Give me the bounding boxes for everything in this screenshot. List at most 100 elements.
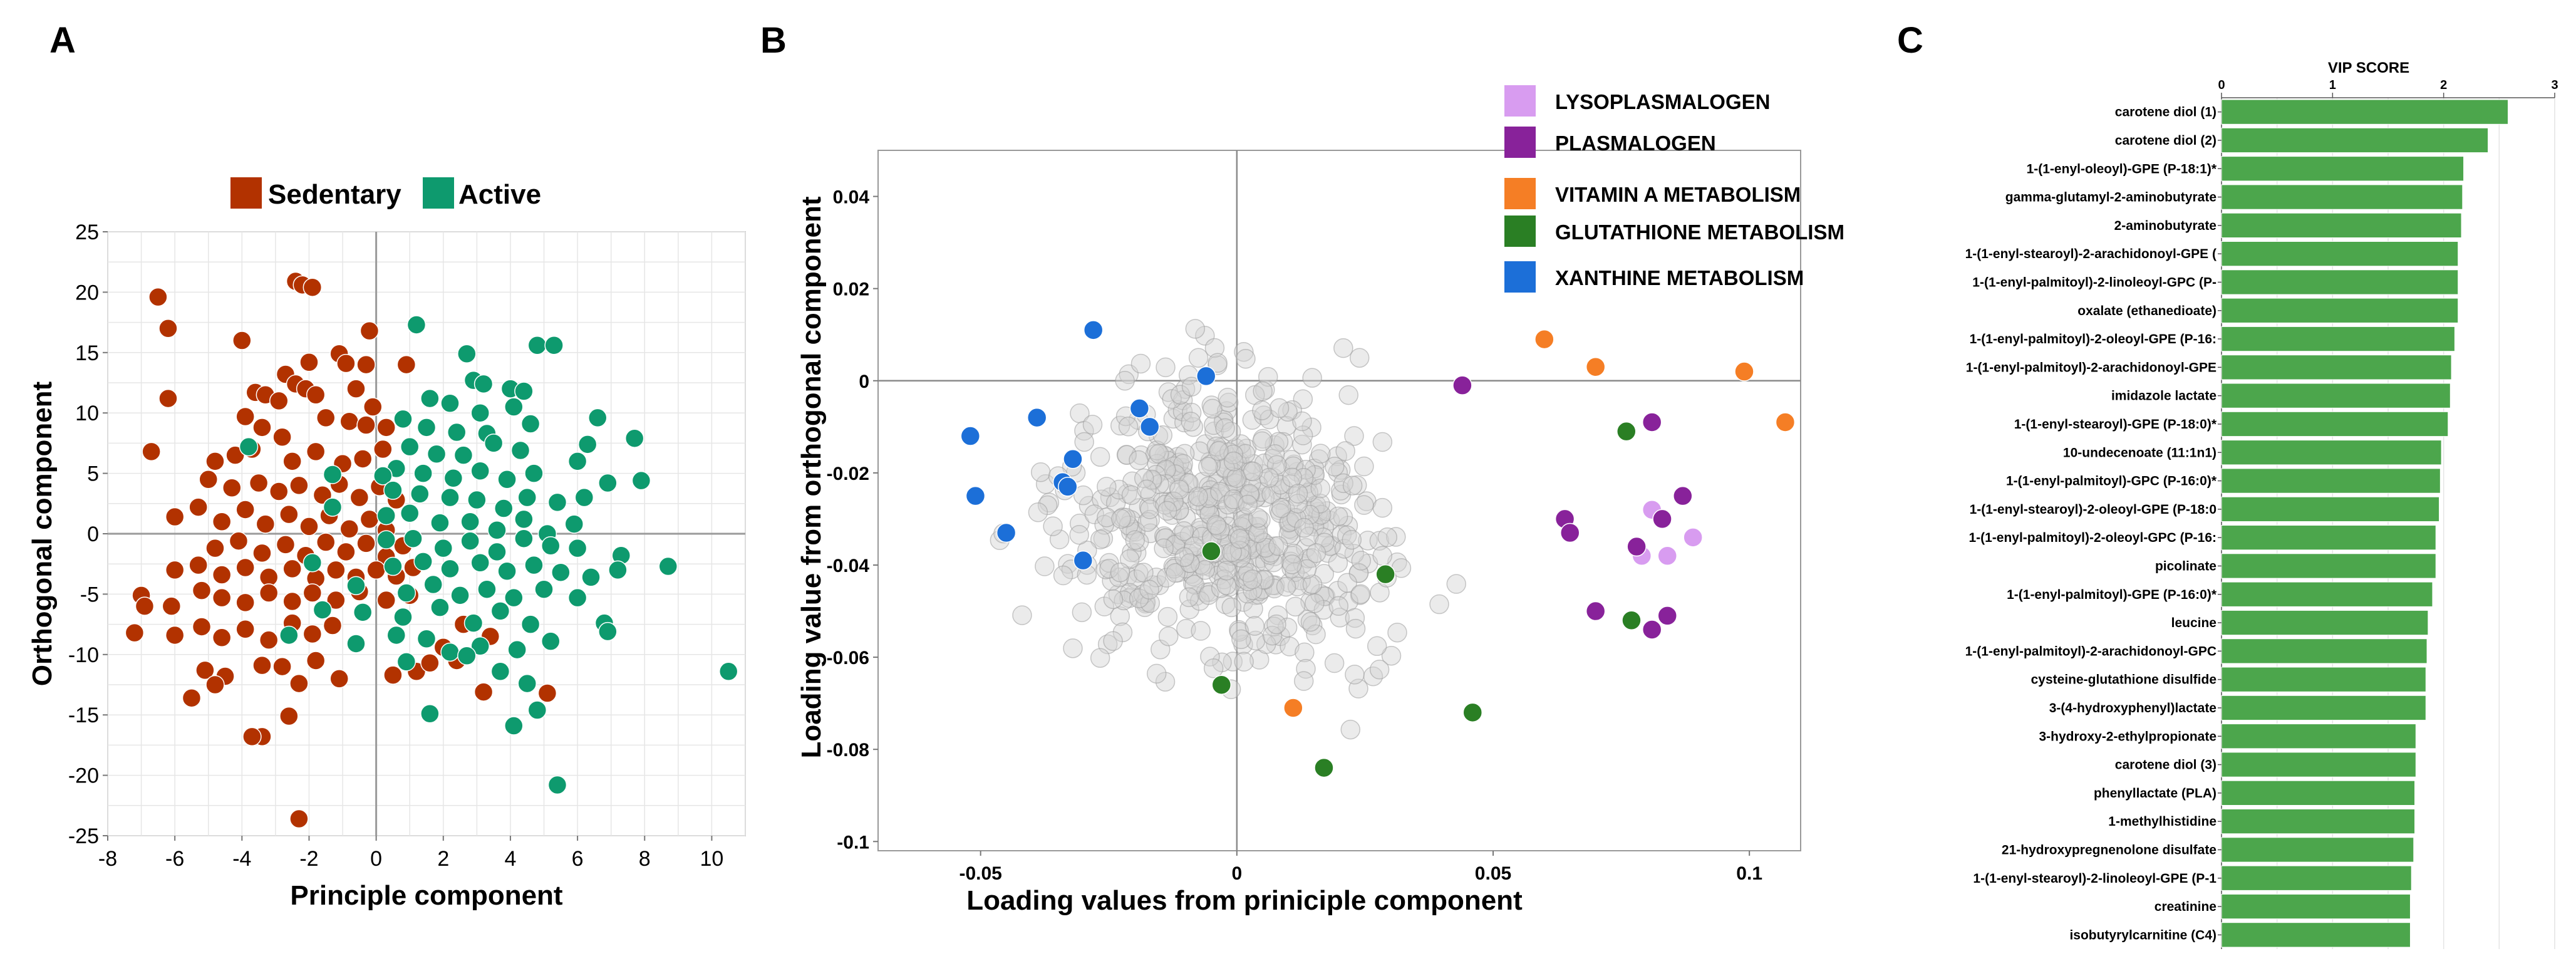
point-background <box>1350 584 1371 605</box>
point-xanthine <box>960 426 981 446</box>
point-plasmalogen <box>1657 606 1677 626</box>
point-background <box>1372 546 1392 566</box>
panel-c-ticks: 0 1 2 3 <box>2218 78 2558 98</box>
point-sedentary <box>235 500 255 519</box>
point-background <box>1276 576 1296 597</box>
point-background <box>1251 510 1271 530</box>
point-background <box>1139 579 1159 600</box>
point-background <box>1296 559 1317 579</box>
point-background <box>1293 671 1314 691</box>
point-sedentary <box>212 512 232 531</box>
point-background <box>1305 465 1325 485</box>
point-active <box>383 556 403 576</box>
point-xanthine <box>965 486 986 506</box>
point-sedentary <box>269 391 289 411</box>
point-active <box>658 556 678 576</box>
panel-c-title: VIP SCORE <box>2328 60 2409 76</box>
point-background <box>1097 477 1117 497</box>
point-background <box>1252 400 1272 420</box>
point-sedentary <box>212 565 232 584</box>
point-background <box>1129 450 1149 470</box>
legend-label-lysoplasmalogen: LYSOPLASMALOGEN <box>1555 90 1771 113</box>
panel-label-c: C <box>1897 20 1923 61</box>
point-background <box>1345 665 1365 685</box>
vip-category-label: 1-(1-enyl-palmitoyl)-GPE (P-16:0)* <box>2007 588 2217 602</box>
x-tick-label: 0 <box>1231 863 1242 884</box>
vip-category-label: carotene diol (2) <box>2115 133 2216 148</box>
point-active <box>413 552 433 571</box>
point-background <box>1149 575 1169 595</box>
point-background <box>1305 593 1325 613</box>
point-active <box>383 480 403 500</box>
point-active <box>514 509 534 529</box>
point-background <box>1287 576 1308 596</box>
point-background <box>1204 415 1224 435</box>
point-sedentary <box>259 630 279 650</box>
point-sedentary <box>289 673 309 693</box>
point-background <box>1198 488 1219 508</box>
x-tick-label: 2 <box>2440 78 2447 92</box>
point-vitamin_a <box>1775 412 1796 432</box>
point-sedentary <box>259 583 279 603</box>
point-background <box>1121 485 1142 506</box>
point-background <box>1179 525 1200 545</box>
point-background <box>1103 589 1124 610</box>
point-sedentary <box>326 560 346 580</box>
point-glutathione <box>1616 421 1637 442</box>
y-tick-label: 0.04 <box>833 187 870 208</box>
point-sedentary <box>249 473 269 493</box>
point-background <box>1170 385 1191 405</box>
point-background <box>1216 575 1236 595</box>
point-sedentary <box>252 655 272 675</box>
point-active <box>517 673 537 693</box>
y-tick-label: -20 <box>68 764 99 788</box>
point-active <box>564 514 584 534</box>
point-background <box>1387 622 1407 643</box>
point-sedentary <box>306 442 326 462</box>
legend-swatch-xanthine <box>1504 261 1536 293</box>
legend-swatch-glutathione <box>1504 216 1536 247</box>
vip-category-label: 1-methylhistidine <box>2108 814 2216 829</box>
panel-b-highlight-points <box>960 320 1796 778</box>
point-active <box>403 529 423 548</box>
y-tick-label: -15 <box>68 704 99 727</box>
point-sedentary <box>356 355 376 375</box>
point-active <box>386 625 406 645</box>
point-active <box>504 397 524 417</box>
point-sedentary <box>235 558 255 578</box>
vip-category-label: 2-aminobutyrate <box>2114 219 2216 233</box>
point-sedentary <box>189 497 208 517</box>
point-active <box>396 583 416 603</box>
point-active <box>581 568 601 587</box>
point-background <box>1266 614 1286 635</box>
point-background <box>1063 638 1083 658</box>
point-plasmalogen <box>1627 536 1647 557</box>
point-active <box>440 393 460 413</box>
vip-bar <box>2221 468 2441 494</box>
point-background <box>1328 462 1348 482</box>
point-active <box>376 530 396 549</box>
x-tick-label: -6 <box>165 847 184 871</box>
vip-bar <box>2221 156 2465 182</box>
x-tick-label: 2 <box>437 847 449 871</box>
point-background <box>1154 538 1174 559</box>
point-background <box>1301 417 1322 438</box>
point-background <box>1386 527 1406 547</box>
point-sedentary <box>158 388 178 408</box>
point-background <box>1215 418 1235 439</box>
point-background <box>1280 636 1300 657</box>
vip-category-label: carotene diol (1) <box>2115 105 2216 120</box>
point-background <box>1369 660 1390 680</box>
x-tick-label: 1 <box>2329 78 2336 92</box>
panel-a-scatter: -8 -6 -4 -2 0 2 4 6 8 10-25-20-15-10-50510152025 … <box>27 177 746 911</box>
panel-b-scatter: -0.05 0 0.05 0.1 0.04 0.02 0 -0.02 -0.04 -0.06 -0.… <box>796 85 1844 916</box>
point-background <box>1105 492 1126 513</box>
y-tick-label: -0.1 <box>837 832 869 853</box>
y-tick-label: 25 <box>75 221 99 244</box>
point-background <box>1310 444 1331 464</box>
vip-bar <box>2221 241 2459 267</box>
point-sedentary <box>299 517 319 536</box>
legend-label-vitamin_a: VITAMIN A METABOLISM <box>1555 183 1801 206</box>
point-background <box>1110 606 1130 626</box>
